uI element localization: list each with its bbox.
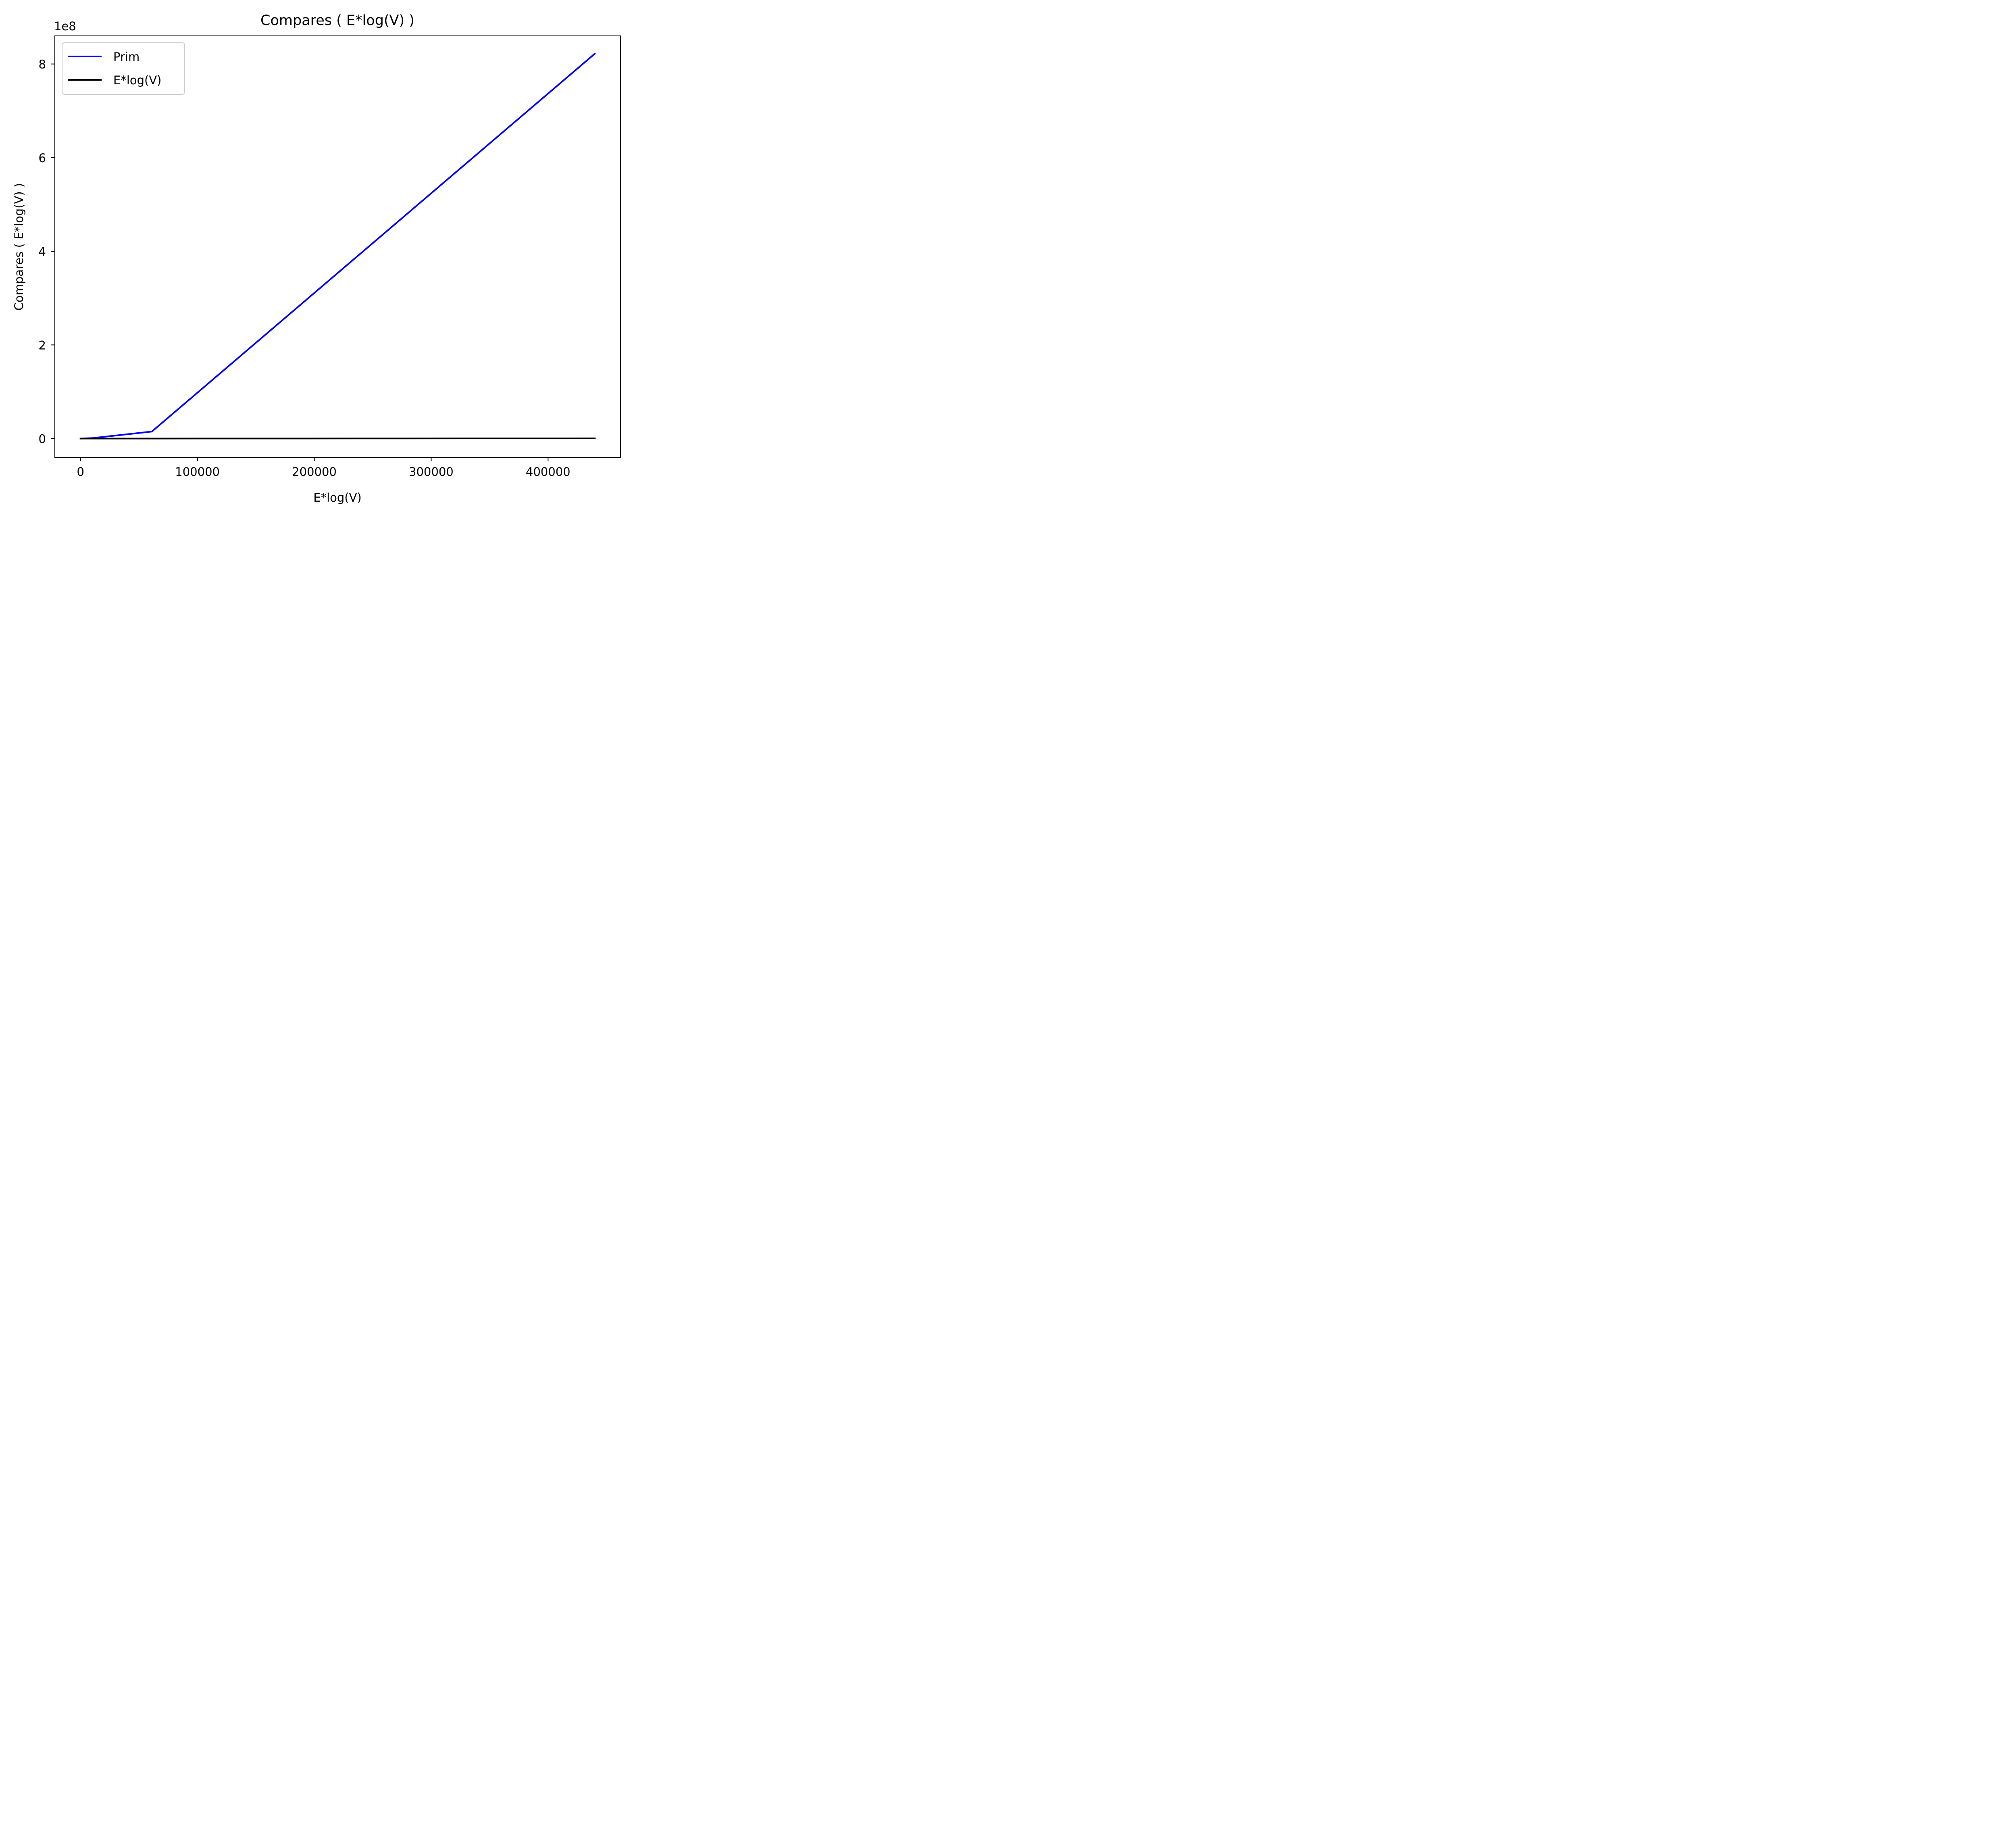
y-tick-label: 6 — [39, 151, 46, 165]
y-tick-label: 4 — [39, 245, 46, 258]
legend: Prim E*log(V) — [62, 42, 185, 95]
y-axis: 0 2 4 6 8 — [39, 58, 55, 446]
y-offset-label: 1e8 — [54, 19, 76, 33]
legend-label-prim: Prim — [113, 50, 140, 64]
series-line-1 — [79, 438, 596, 440]
y-tick-label: 0 — [39, 432, 46, 446]
plot-lines — [79, 52, 596, 440]
chart-title: Compares ( E*log(V) ) — [260, 13, 414, 29]
x-axis-label: E*log(V) — [313, 491, 362, 504]
x-tick-label: 0 — [77, 465, 84, 479]
plot-frame — [54, 35, 621, 458]
x-tick-label: 200000 — [292, 465, 337, 479]
y-tick-label: 8 — [39, 58, 46, 71]
chart: Compares ( E*log(V) ) 1e8 0 100000 200000 3… — [0, 0, 631, 516]
y-tick-label: 2 — [39, 338, 46, 352]
x-tick-label: 100000 — [175, 465, 220, 479]
y-axis-label: Compares ( E*log(V) ) — [12, 183, 26, 311]
x-axis: 0 100000 200000 300000 400000 — [77, 457, 571, 479]
x-tick-label: 400000 — [526, 465, 571, 479]
legend-label-elogv: E*log(V) — [113, 73, 162, 87]
x-tick-label: 300000 — [409, 465, 454, 479]
